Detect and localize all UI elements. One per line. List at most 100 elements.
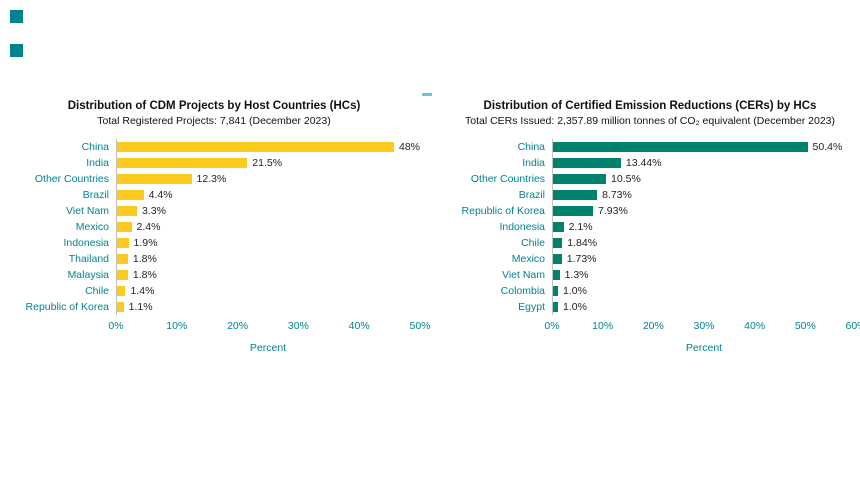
value-label: 1.8% [132,253,157,265]
bar-row: Egypt 1.0% [444,299,856,315]
bar-row: Indonesia 1.9% [8,235,420,251]
bar [117,238,129,248]
x-tick-label: 60% [845,320,860,332]
bar [553,302,559,312]
bar-row: Brazil 4.4% [8,187,420,203]
bar-area: 2.4% [116,219,420,235]
category-label: Other Countries [470,173,545,185]
x-tick-label: 20% [227,320,249,332]
bar-area: 10.5% [552,171,856,187]
x-tick-label: 0% [108,320,124,332]
bar-row: Other Countries 10.5% [444,171,856,187]
chart-title: Distribution of Certified Emission Reduc… [483,100,817,112]
category-label: Chile [521,237,545,249]
bar [117,222,132,232]
value-label: 1.84% [567,237,598,249]
bar-row: Other Countries 12.3% [8,171,420,187]
bar [553,206,594,216]
x-tick-label: 40% [744,320,766,332]
bar-area: 12.3% [116,171,420,187]
category-label: Indonesia [499,221,545,233]
cdm-projects-chart: Distribution of CDM Projects by Host Cou… [8,100,431,354]
value-label: 3.3% [141,205,166,217]
bar [553,238,563,248]
bar-area: 1.1% [116,299,420,315]
bar-row: India 21.5% [8,155,420,171]
decorative-dash [422,93,432,96]
category-label: Mexico [75,221,109,233]
category-label: China [517,141,545,153]
bar [117,142,394,152]
category-label: Colombia [500,285,545,297]
x-axis-label: Percent [685,342,723,354]
bar-area: 13.44% [552,155,856,171]
bar-row: Chile 1.84% [444,235,856,251]
value-label: 1.9% [133,237,158,249]
category-label: Malaysia [67,269,109,281]
category-label: Viet Nam [66,205,109,217]
bar-area: 1.4% [116,283,420,299]
category-label: Mexico [511,253,545,265]
bar-row: Viet Nam 1.3% [444,267,856,283]
bar-area: 21.5% [116,155,420,171]
x-axis: 0% 10% 20% 30% 40% 50% 60% [544,320,860,335]
bar-row: India 13.44% [444,155,856,171]
category-label: Egypt [518,301,545,313]
category-label: Chile [85,285,109,297]
chart-subtitle: Total CERs Issued: 2,357.89 million tonn… [464,115,836,127]
bar-row: Republic of Korea 1.1% [8,299,420,315]
value-label: 1.0% [563,285,587,297]
bar-row: Malaysia 1.8% [8,267,420,283]
bar [117,286,126,296]
bar [117,174,192,184]
bar [553,142,808,152]
value-label: 1.8% [132,269,157,281]
value-label: 1.0% [563,301,587,313]
bar-area: 2.1% [552,219,856,235]
x-tick-label: 20% [642,320,664,332]
x-tick-label: 50% [794,320,816,332]
bar-area: 1.73% [552,251,856,267]
value-label: 2.1% [568,221,593,233]
bar [117,270,128,280]
category-label: Republic of Korea [461,205,545,217]
bar [553,222,564,232]
bar-area: 1.3% [552,267,856,283]
decorative-square [10,10,23,23]
x-axis: 0% 10% 20% 30% 40% 50% [108,320,430,335]
category-label: Republic of Korea [25,301,109,313]
bar [117,158,248,168]
value-label: 1.1% [128,301,153,313]
value-label: 4.4% [148,189,173,201]
bar-rows: China 50.4% India 13.44% Other Countries 10.5… [444,139,856,315]
chart-subtitle: Total Registered Projects: 7,841 (Decemb… [97,115,331,127]
value-label: 1.73% [566,253,597,265]
bar-area: 1.8% [116,251,420,267]
category-label: Other Countries [34,173,109,185]
bar-area: 3.3% [116,203,420,219]
bar-area: 50.4% [552,139,856,155]
bar-area: 1.0% [552,283,856,299]
bar-rows: China 48% India 21.5% Other Countries 12.3% Br… [8,139,420,315]
value-label: 2.4% [136,221,161,233]
bar-area: 4.4% [116,187,420,203]
bar [553,190,598,200]
x-tick-label: 10% [166,320,188,332]
charts-container: Distribution of CDM Projects by Host Cou… [8,100,860,354]
x-tick-label: 50% [409,320,431,332]
x-axis-label: Percent [249,342,287,354]
category-label: Viet Nam [502,269,545,281]
bar [117,206,137,216]
value-label: 50.4% [812,141,843,153]
bar-area: 7.93% [552,203,856,219]
chart-title: Distribution of CDM Projects by Host Cou… [67,100,361,112]
bar-row: Mexico 1.73% [444,251,856,267]
value-label: 1.4% [130,285,155,297]
bar-row: Brazil 8.73% [444,187,856,203]
category-label: Thailand [68,253,109,265]
bar [553,270,560,280]
bar [553,286,559,296]
bar-area: 1.8% [116,267,420,283]
category-label: India [522,157,545,169]
bar [117,190,144,200]
